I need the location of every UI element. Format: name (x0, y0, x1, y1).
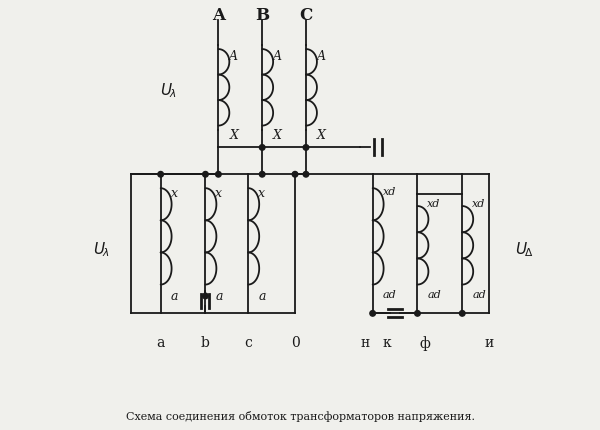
Text: к: к (382, 335, 391, 350)
Text: A: A (212, 7, 225, 24)
Text: a: a (258, 289, 266, 302)
Text: A: A (229, 50, 238, 63)
Text: и: и (484, 335, 494, 350)
Text: X: X (229, 128, 238, 141)
Circle shape (158, 172, 163, 178)
Circle shape (303, 172, 309, 178)
Text: xd: xd (427, 199, 441, 209)
Circle shape (259, 145, 265, 151)
Text: A: A (317, 50, 326, 63)
Circle shape (303, 145, 309, 151)
Text: x: x (258, 187, 265, 200)
Circle shape (370, 311, 376, 316)
Circle shape (460, 311, 465, 316)
Text: Схема соединения обмоток трансформаторов напряжения.: Схема соединения обмоток трансформаторов… (125, 410, 475, 421)
Text: a: a (157, 335, 165, 350)
Text: x: x (170, 187, 178, 200)
Text: xd: xd (472, 199, 485, 209)
Circle shape (292, 172, 298, 178)
Text: a: a (170, 289, 178, 302)
Text: C: C (299, 7, 313, 24)
Text: $U_{\!\Delta}$: $U_{\!\Delta}$ (515, 240, 533, 258)
Text: ad: ad (427, 289, 441, 299)
Text: x: x (215, 187, 223, 200)
Text: c: c (244, 335, 252, 350)
Text: н: н (360, 335, 370, 350)
Text: a: a (215, 289, 223, 302)
Circle shape (203, 172, 208, 178)
Text: A: A (273, 50, 282, 63)
Text: ad: ad (472, 289, 486, 299)
Text: X: X (317, 128, 326, 141)
Text: X: X (273, 128, 282, 141)
Text: 0: 0 (290, 335, 299, 350)
Circle shape (215, 172, 221, 178)
Text: ad: ad (383, 289, 397, 299)
Text: xd: xd (383, 187, 396, 197)
Text: $U_{\!\lambda}$: $U_{\!\lambda}$ (92, 240, 109, 258)
Text: b: b (201, 335, 210, 350)
Circle shape (203, 294, 208, 299)
Text: B: B (255, 7, 269, 24)
Circle shape (415, 311, 420, 316)
Circle shape (259, 172, 265, 178)
Text: ф: ф (420, 335, 431, 350)
Text: $U_{\!\lambda}$: $U_{\!\lambda}$ (160, 81, 177, 100)
